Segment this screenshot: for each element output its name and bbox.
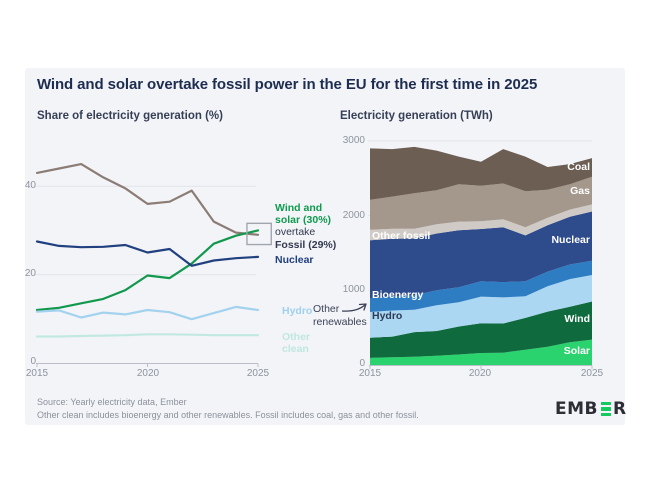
ember-green-e-icon [600, 401, 611, 417]
left-y-tick-20: 20 [24, 268, 36, 279]
crossover-highlight-box [246, 222, 272, 246]
area-gas [370, 176, 592, 230]
area-solar [370, 339, 592, 365]
hydro-area-label: Hydro [372, 310, 403, 322]
right-y-tick-1000: 1000 [342, 284, 365, 295]
left-chart-subtitle: Share of electricity generation (%) [37, 110, 223, 122]
right-chart-subtitle: Electricity generation (TWh) [340, 110, 493, 122]
nuclear-area-label: Nuclear [551, 234, 590, 246]
area-bioenergy [370, 260, 592, 312]
line-hydro [35, 305, 260, 321]
ember-logo-text-right: R [613, 399, 627, 419]
area-coal [370, 146, 592, 200]
area-other-fossil [370, 204, 592, 241]
source-text: Source: Yearly electricity data, Ember [37, 397, 187, 407]
coal-area-label: Coal [567, 161, 590, 173]
line-wind-and-solar [35, 229, 260, 312]
area-hydro [370, 275, 592, 338]
line-other-clean [35, 333, 260, 338]
left-y-tick-0: 0 [30, 356, 36, 367]
line-nuclear [35, 240, 260, 267]
overtake-label: overtake [275, 226, 316, 238]
hydro-label: Hydro [282, 305, 313, 317]
fossil-label: Fossil (29%) [275, 239, 337, 251]
right-x-tick-2015: 2015 [358, 368, 382, 379]
share-line-chart [35, 162, 272, 367]
generation-area-chart [341, 140, 593, 369]
solar-area-label: Solar [563, 345, 590, 357]
gas-area-label: Gas [570, 185, 590, 197]
annotation-arrow-icon [341, 303, 367, 312]
right-y-tick-3000: 3000 [342, 135, 365, 146]
bioenergy-area-label: Bioenergy [372, 289, 424, 301]
right-x-tick-2020: 2020 [468, 368, 492, 379]
wind-area-label: Wind [564, 313, 590, 325]
right-y-tick-2000: 2000 [342, 210, 365, 221]
chart-title: Wind and solar overtake fossil power in … [37, 76, 538, 93]
wind-solar-label: Wind and solar (30%) [275, 202, 332, 226]
annotation-arrowhead-icon [358, 303, 367, 311]
area-nuclear [370, 211, 592, 299]
other-clean-label: Other clean [282, 331, 311, 355]
left-x-tick-2015: 2015 [25, 368, 49, 379]
other-fossil-area-label: Other fossil [372, 230, 431, 242]
area-wind [370, 301, 592, 358]
footnote-text: Other clean includes bioenergy and other… [37, 410, 419, 420]
other-renewables-annotation: Other renewables [313, 303, 367, 328]
left-y-tick-40: 40 [24, 180, 36, 191]
ember-logo-text-left: EMB [555, 399, 598, 419]
left-x-tick-2020: 2020 [136, 368, 160, 379]
ember-logo: EMB R [555, 399, 627, 419]
right-x-tick-2025: 2025 [580, 368, 604, 379]
left-x-tick-2025: 2025 [246, 368, 270, 379]
nuclear-label: Nuclear [275, 254, 314, 266]
right-y-tick-0: 0 [359, 358, 365, 369]
line-fossil [35, 162, 260, 236]
